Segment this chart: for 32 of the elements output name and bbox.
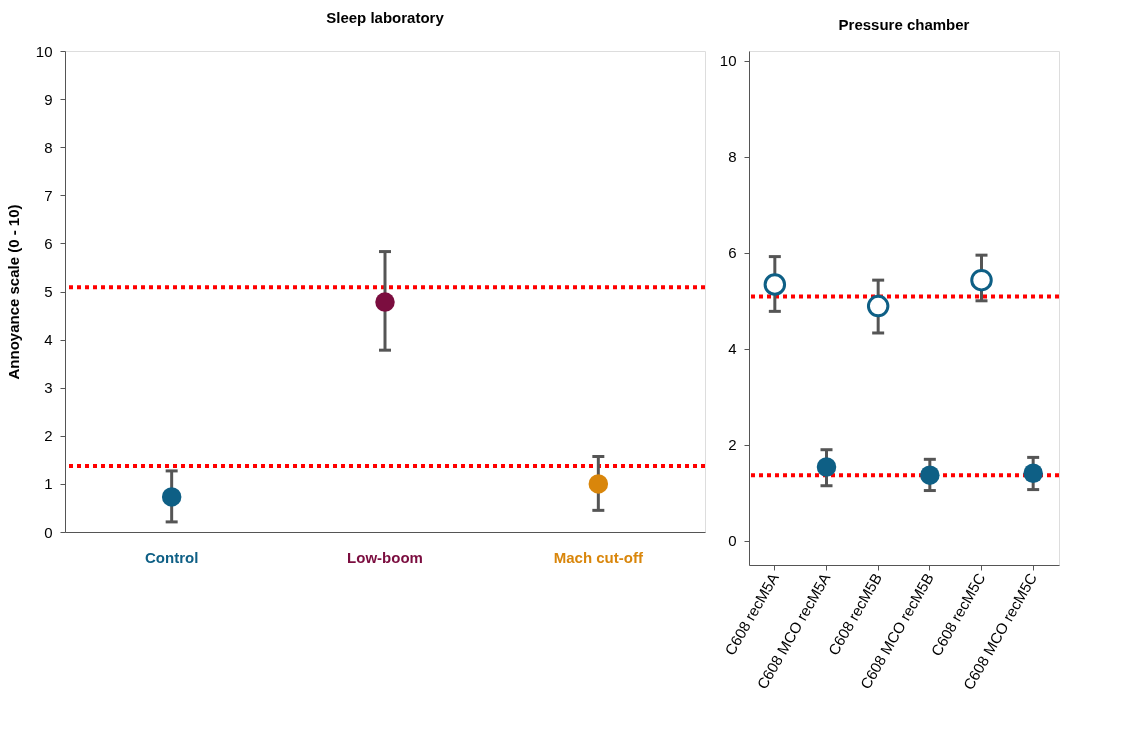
x-tick-label: Low-boom	[347, 548, 423, 566]
y-tick-label: 2	[728, 436, 737, 454]
chart-title: Sleep laboratory	[326, 9, 445, 26]
y-tick-label: 3	[44, 379, 53, 397]
point	[866, 294, 890, 318]
x-tick-label: Mach cut-off	[553, 548, 644, 566]
y-axis-title: Annoyance scale (0 - 10)	[4, 204, 22, 380]
point	[1023, 463, 1043, 483]
y-tick-label: 1	[44, 475, 53, 493]
y-tick-label: 4	[728, 340, 737, 358]
y-tick-label: 8	[728, 148, 737, 166]
y-tick-label: 10	[719, 52, 737, 70]
x-tick-label: Control	[145, 548, 199, 566]
point	[588, 474, 609, 494]
y-tick-label: 2	[44, 427, 53, 445]
y-tick-label: 7	[44, 186, 53, 204]
y-tick-label: 0	[44, 523, 53, 541]
point	[763, 273, 787, 296]
point	[375, 292, 395, 312]
y-tick-label: 4	[44, 331, 53, 349]
y-tick-label: 0	[728, 532, 737, 550]
y-tick-label: 10	[35, 42, 53, 60]
y-tick-label: 6	[44, 234, 53, 252]
y-tick-label: 5	[44, 283, 53, 300]
y-tick-label: 6	[728, 244, 737, 262]
y-tick-label: 8	[44, 138, 53, 156]
point	[161, 487, 182, 507]
y-tick-label: 9	[44, 90, 53, 108]
point	[816, 457, 837, 477]
chart-title: Pressure chamber	[838, 16, 970, 33]
point	[920, 465, 940, 485]
point	[970, 268, 993, 292]
